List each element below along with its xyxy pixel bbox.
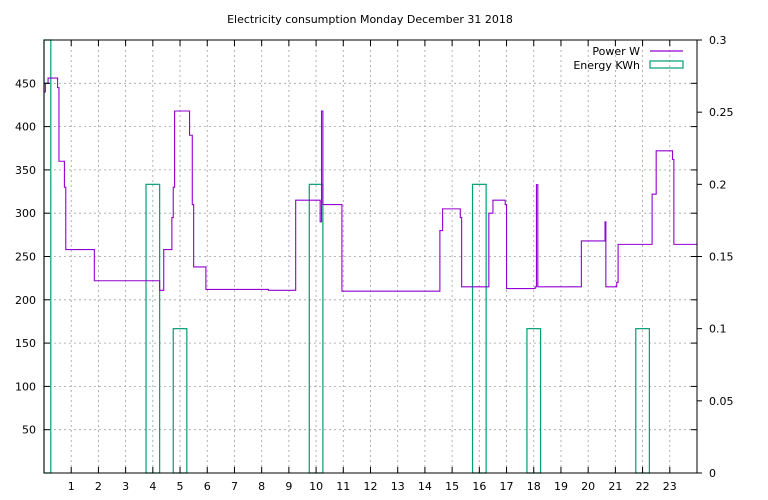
legend-label-energy: Energy KWh: [573, 59, 640, 72]
chart-title: Electricity consumption Monday December …: [227, 13, 513, 26]
x-tick-label: 3: [122, 480, 129, 493]
y-left-tick-label: 350: [15, 164, 36, 177]
y-right-tick-label: 0.15: [709, 251, 734, 264]
grid: [44, 40, 697, 473]
energy-bar: [145, 183, 161, 474]
x-tick-label: 7: [231, 480, 238, 493]
axes: 50 100 150 200 250 300 350 400 450 0 0.05 0.1 0.15 0.…: [15, 34, 734, 493]
y-right-tick-label: 0.05: [709, 395, 734, 408]
x-tick-label: 10: [309, 480, 323, 493]
x-tick-label: 9: [285, 480, 292, 493]
x-tick-label: 17: [500, 480, 514, 493]
y-right-tick-label: 0: [709, 467, 716, 480]
x-tick-label: 16: [472, 480, 486, 493]
x-tick-label: 6: [204, 480, 211, 493]
y-right-tick-label: 0.1: [709, 323, 727, 336]
x-tick-label: 11: [336, 480, 350, 493]
x-tick-label: 5: [177, 480, 184, 493]
y-left-tick-label: 150: [15, 337, 36, 350]
x-tick-label: 13: [391, 480, 405, 493]
x-tick-label: 4: [149, 480, 156, 493]
x-tick-label: 20: [581, 480, 595, 493]
x-tick-label: 12: [364, 480, 378, 493]
x-tick-label: 18: [527, 480, 541, 493]
legend-label-power: Power W: [592, 45, 640, 58]
x-tick-label: 21: [608, 480, 622, 493]
x-tick-label: 15: [445, 480, 459, 493]
x-tick-label: 8: [258, 480, 265, 493]
legend-swatch-energy: [649, 60, 684, 69]
x-tick-label: 2: [95, 480, 102, 493]
y-left-tick-label: 300: [15, 207, 36, 220]
y-left-tick-label: 450: [15, 77, 36, 90]
x-tick-label: 19: [554, 480, 568, 493]
power-line: [44, 77, 697, 292]
y-left-tick-label: 250: [15, 251, 36, 264]
x-tick-label: 14: [418, 480, 432, 493]
y-left-tick-label: 400: [15, 121, 36, 134]
y-right-tick-label: 0.25: [709, 106, 734, 119]
legend: Power W Energy KWh: [573, 45, 684, 72]
x-tick-label: 23: [663, 480, 677, 493]
y-left-tick-label: 200: [15, 294, 36, 307]
y-right-tick-label: 0.2: [709, 178, 727, 191]
y-right-tick-label: 0.3: [709, 34, 727, 47]
y-left-tick-label: 100: [15, 380, 36, 393]
x-tick-label: 22: [636, 480, 650, 493]
y-left-tick-label: 50: [22, 424, 36, 437]
power-series: [44, 77, 697, 292]
x-tick-label: 1: [68, 480, 75, 493]
